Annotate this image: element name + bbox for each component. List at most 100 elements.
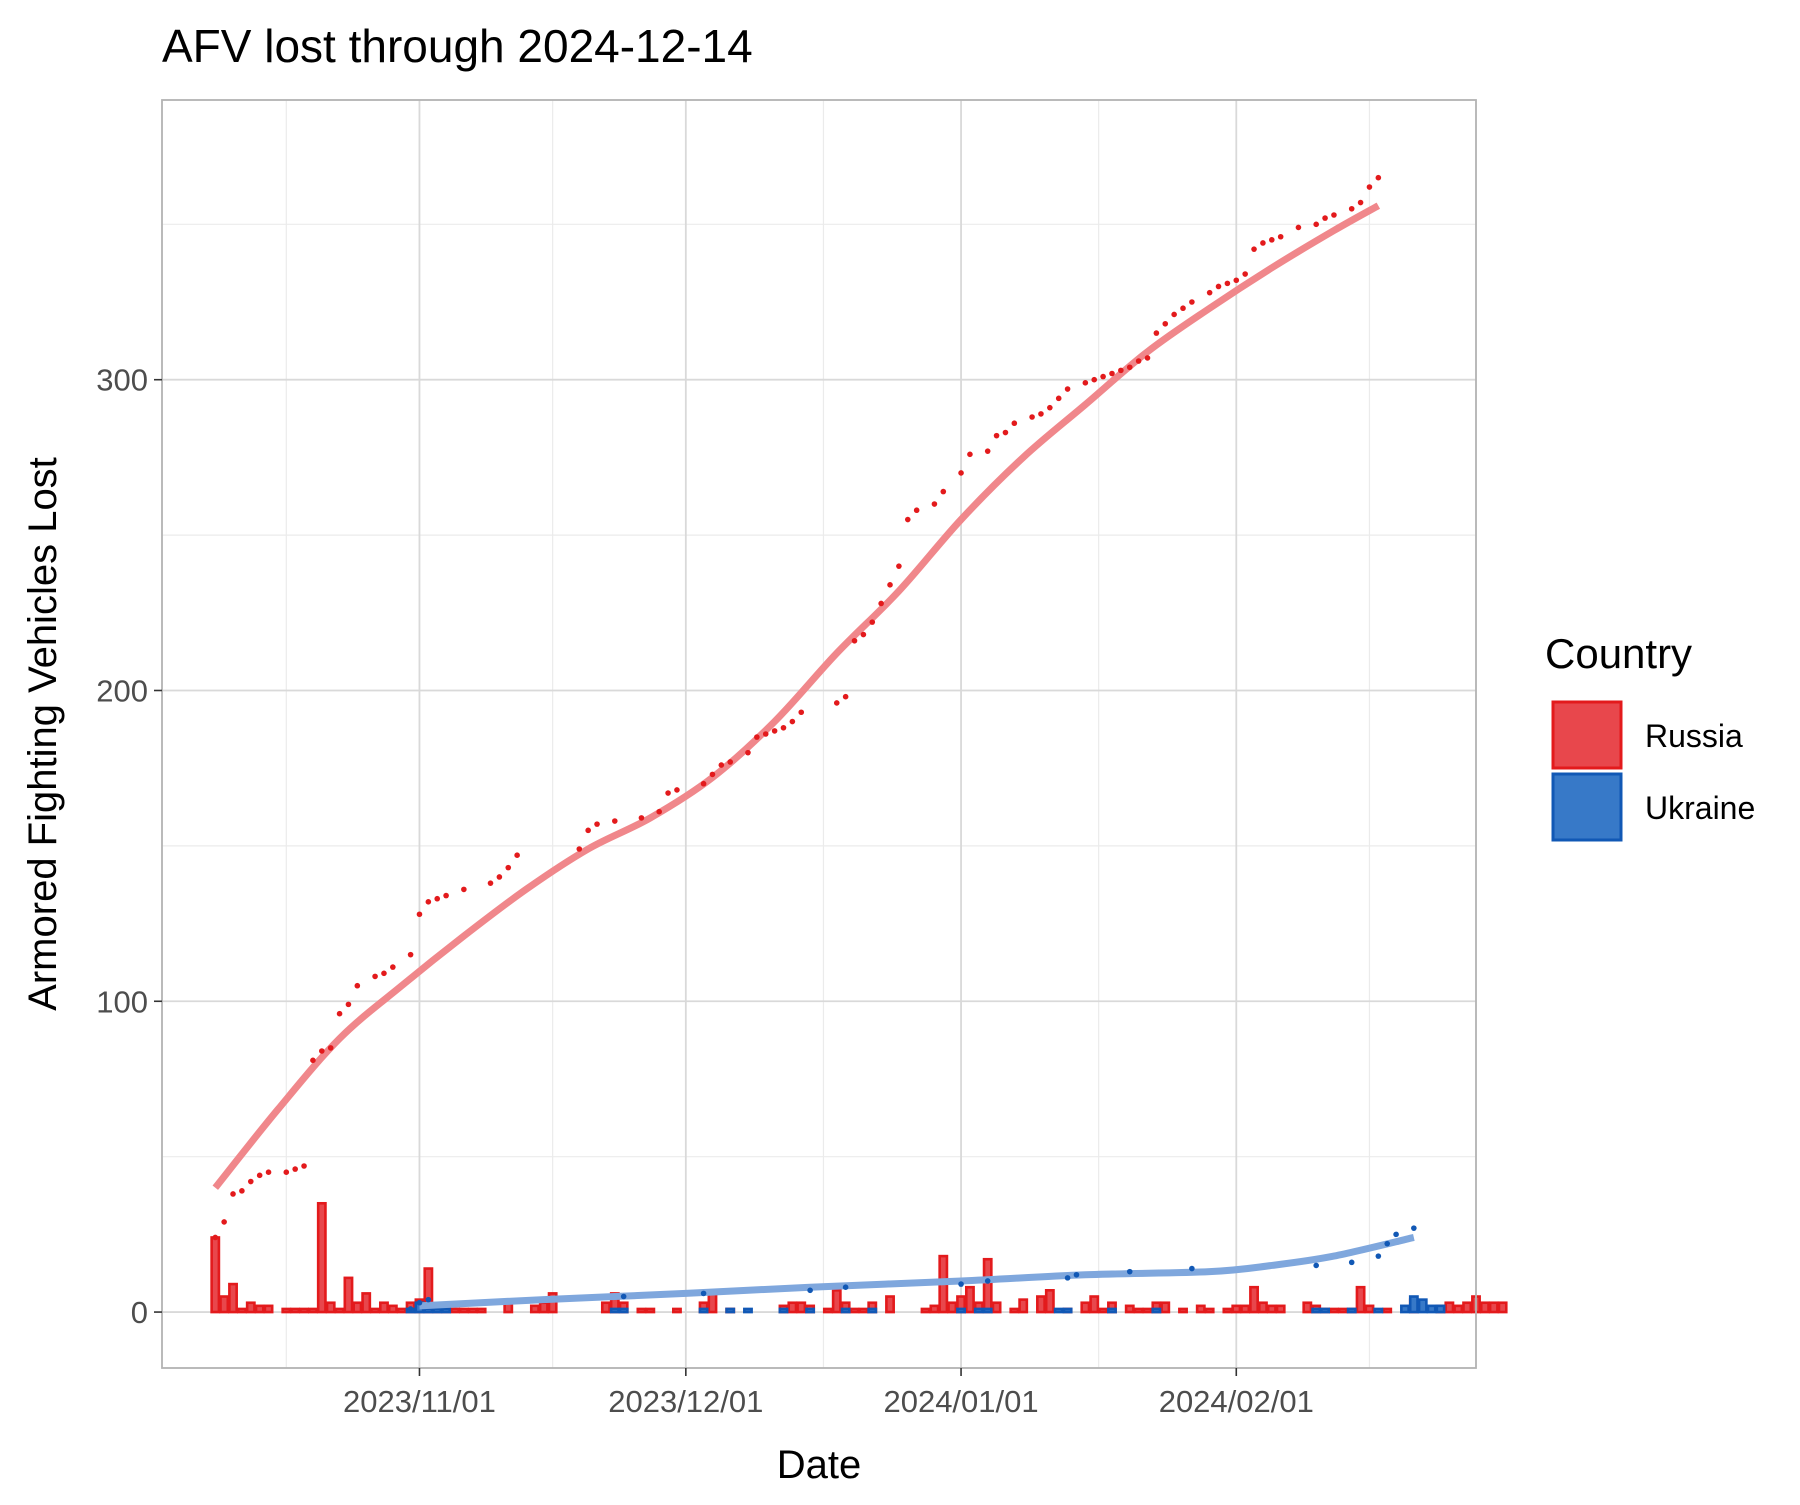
russia-cumulative-point — [798, 709, 805, 716]
russia-cumulative-point — [904, 516, 911, 523]
russia-cumulative-point — [1038, 411, 1044, 417]
russia-daily-bar — [1453, 1304, 1464, 1314]
ukraine-daily-bar — [609, 1307, 620, 1314]
russia-cumulative-point — [913, 507, 920, 514]
russia-daily-bar — [1302, 1301, 1313, 1314]
russia-daily-bar — [529, 1304, 540, 1314]
russia-daily-bar — [1204, 1307, 1215, 1314]
ukraine-cumulative-point — [425, 1296, 432, 1303]
grid-minor — [162, 100, 1476, 1368]
russia-daily-bar — [219, 1295, 230, 1314]
russia-cumulative-point — [1064, 386, 1071, 392]
russia-cumulative-point — [984, 448, 991, 454]
russia-cumulative-point — [381, 970, 387, 977]
russia-daily-bar — [849, 1307, 860, 1314]
legend-label-russia: Russia — [1645, 718, 1743, 754]
russia-daily-bar — [1382, 1307, 1393, 1314]
russia-daily-bar — [1195, 1304, 1206, 1314]
ukraine-daily-bar — [725, 1307, 736, 1314]
ukraine-daily-bar — [956, 1307, 966, 1314]
russia-cumulative-point — [585, 827, 591, 834]
ukraine-cumulative-point — [1189, 1265, 1195, 1272]
russia-cumulative-point — [1011, 420, 1018, 427]
russia-daily-bar — [1089, 1295, 1100, 1314]
russia-cumulative-point — [496, 874, 503, 880]
ukraine-cumulative-point — [407, 1306, 414, 1312]
ukraine-trend-line — [419, 1234, 1415, 1310]
russia-cumulative-point — [327, 1045, 334, 1051]
ukraine-daily-bar — [1435, 1304, 1446, 1314]
y-tick-label: 200 — [96, 673, 148, 708]
ukraine-daily-bar — [423, 1307, 434, 1314]
x-tick-label: 2023/12/01 — [608, 1384, 763, 1419]
russia-daily-bar — [361, 1292, 372, 1314]
russia-daily-bar — [964, 1285, 975, 1314]
russia-cumulative-point — [372, 973, 378, 980]
russia-cumulative-point — [665, 790, 671, 796]
russia-cumulative-point — [993, 432, 1000, 439]
russia-daily-bar — [254, 1304, 265, 1314]
chart-title: AFV lost through 2024-12-14 — [162, 20, 753, 72]
russia-daily-bar — [210, 1236, 221, 1314]
russia-daily-bar — [1488, 1301, 1499, 1314]
russia-daily-bar — [370, 1307, 381, 1314]
russia-cumulative-point — [1260, 240, 1266, 246]
russia-cumulative-point — [869, 619, 876, 625]
russia-daily-bar — [1497, 1301, 1508, 1314]
ukraine-daily-bar — [778, 1307, 789, 1314]
russia-daily-bar — [387, 1304, 398, 1314]
ukraine-daily-bar — [618, 1307, 629, 1314]
russia-cumulative-point — [407, 951, 414, 958]
russia-cumulative-point — [1224, 280, 1231, 287]
russia-cumulative-point — [842, 693, 849, 700]
russia-cumulative-point — [594, 821, 600, 827]
russia-daily-bar — [476, 1307, 487, 1314]
russia-daily-bar — [920, 1307, 931, 1314]
russia-cumulative-point — [1189, 299, 1195, 305]
russia-daily-bar — [947, 1301, 958, 1314]
russia-daily-bar — [1355, 1285, 1366, 1314]
russia-cumulative-point — [940, 488, 947, 495]
russia-daily-bar — [228, 1282, 238, 1314]
ukraine-daily-bar — [1062, 1307, 1073, 1314]
russia-cumulative-point — [425, 899, 432, 905]
russia-cumulative-point — [310, 1057, 316, 1064]
russia-cumulative-point — [674, 787, 680, 793]
russia-cumulative-point — [416, 911, 423, 918]
russia-daily-bar — [796, 1301, 807, 1314]
russia-daily-bar — [600, 1301, 611, 1314]
russia-cumulative-point — [301, 1163, 307, 1169]
russia-cumulative-point — [1055, 395, 1062, 402]
russia-cumulative-point — [1082, 380, 1089, 386]
russia-daily-bar — [1018, 1298, 1029, 1314]
russia-cumulative-point — [1375, 174, 1382, 181]
russia-cumulative-point — [1277, 233, 1284, 240]
ukraine-cumulative-point — [842, 1284, 849, 1290]
russia-daily-bar — [334, 1307, 345, 1314]
russia-daily-bar — [1009, 1307, 1020, 1314]
ukraine-daily-bar — [1373, 1307, 1384, 1314]
russia-cumulative-point — [247, 1178, 254, 1185]
ukraine-daily-bar — [867, 1307, 878, 1314]
russia-cumulative-point — [896, 563, 902, 569]
russia-cumulative-point — [851, 637, 858, 644]
russia-daily-bar — [885, 1295, 895, 1314]
ukraine-cumulative-point — [1375, 1253, 1382, 1259]
legend-key-ukraine — [1551, 772, 1623, 842]
ukraine-cumulative-point — [1313, 1262, 1319, 1269]
russia-cumulative-point — [1268, 237, 1275, 243]
russia-daily-bar — [450, 1307, 460, 1314]
russia-daily-bar — [831, 1289, 842, 1314]
russia-daily-bar — [1257, 1301, 1268, 1314]
russia-daily-bar — [991, 1301, 1002, 1314]
russia-cumulative-point — [1357, 199, 1364, 206]
russia-daily-bar — [538, 1301, 549, 1314]
plot-border — [161, 99, 1477, 1369]
russia-daily-bar — [379, 1301, 389, 1314]
russia-cumulative-point — [345, 1001, 352, 1008]
russia-daily-bar — [787, 1301, 798, 1314]
ukraine-daily-bar — [1107, 1307, 1117, 1314]
russia-cumulative-point — [292, 1166, 298, 1172]
russia-daily-bar — [858, 1307, 869, 1314]
